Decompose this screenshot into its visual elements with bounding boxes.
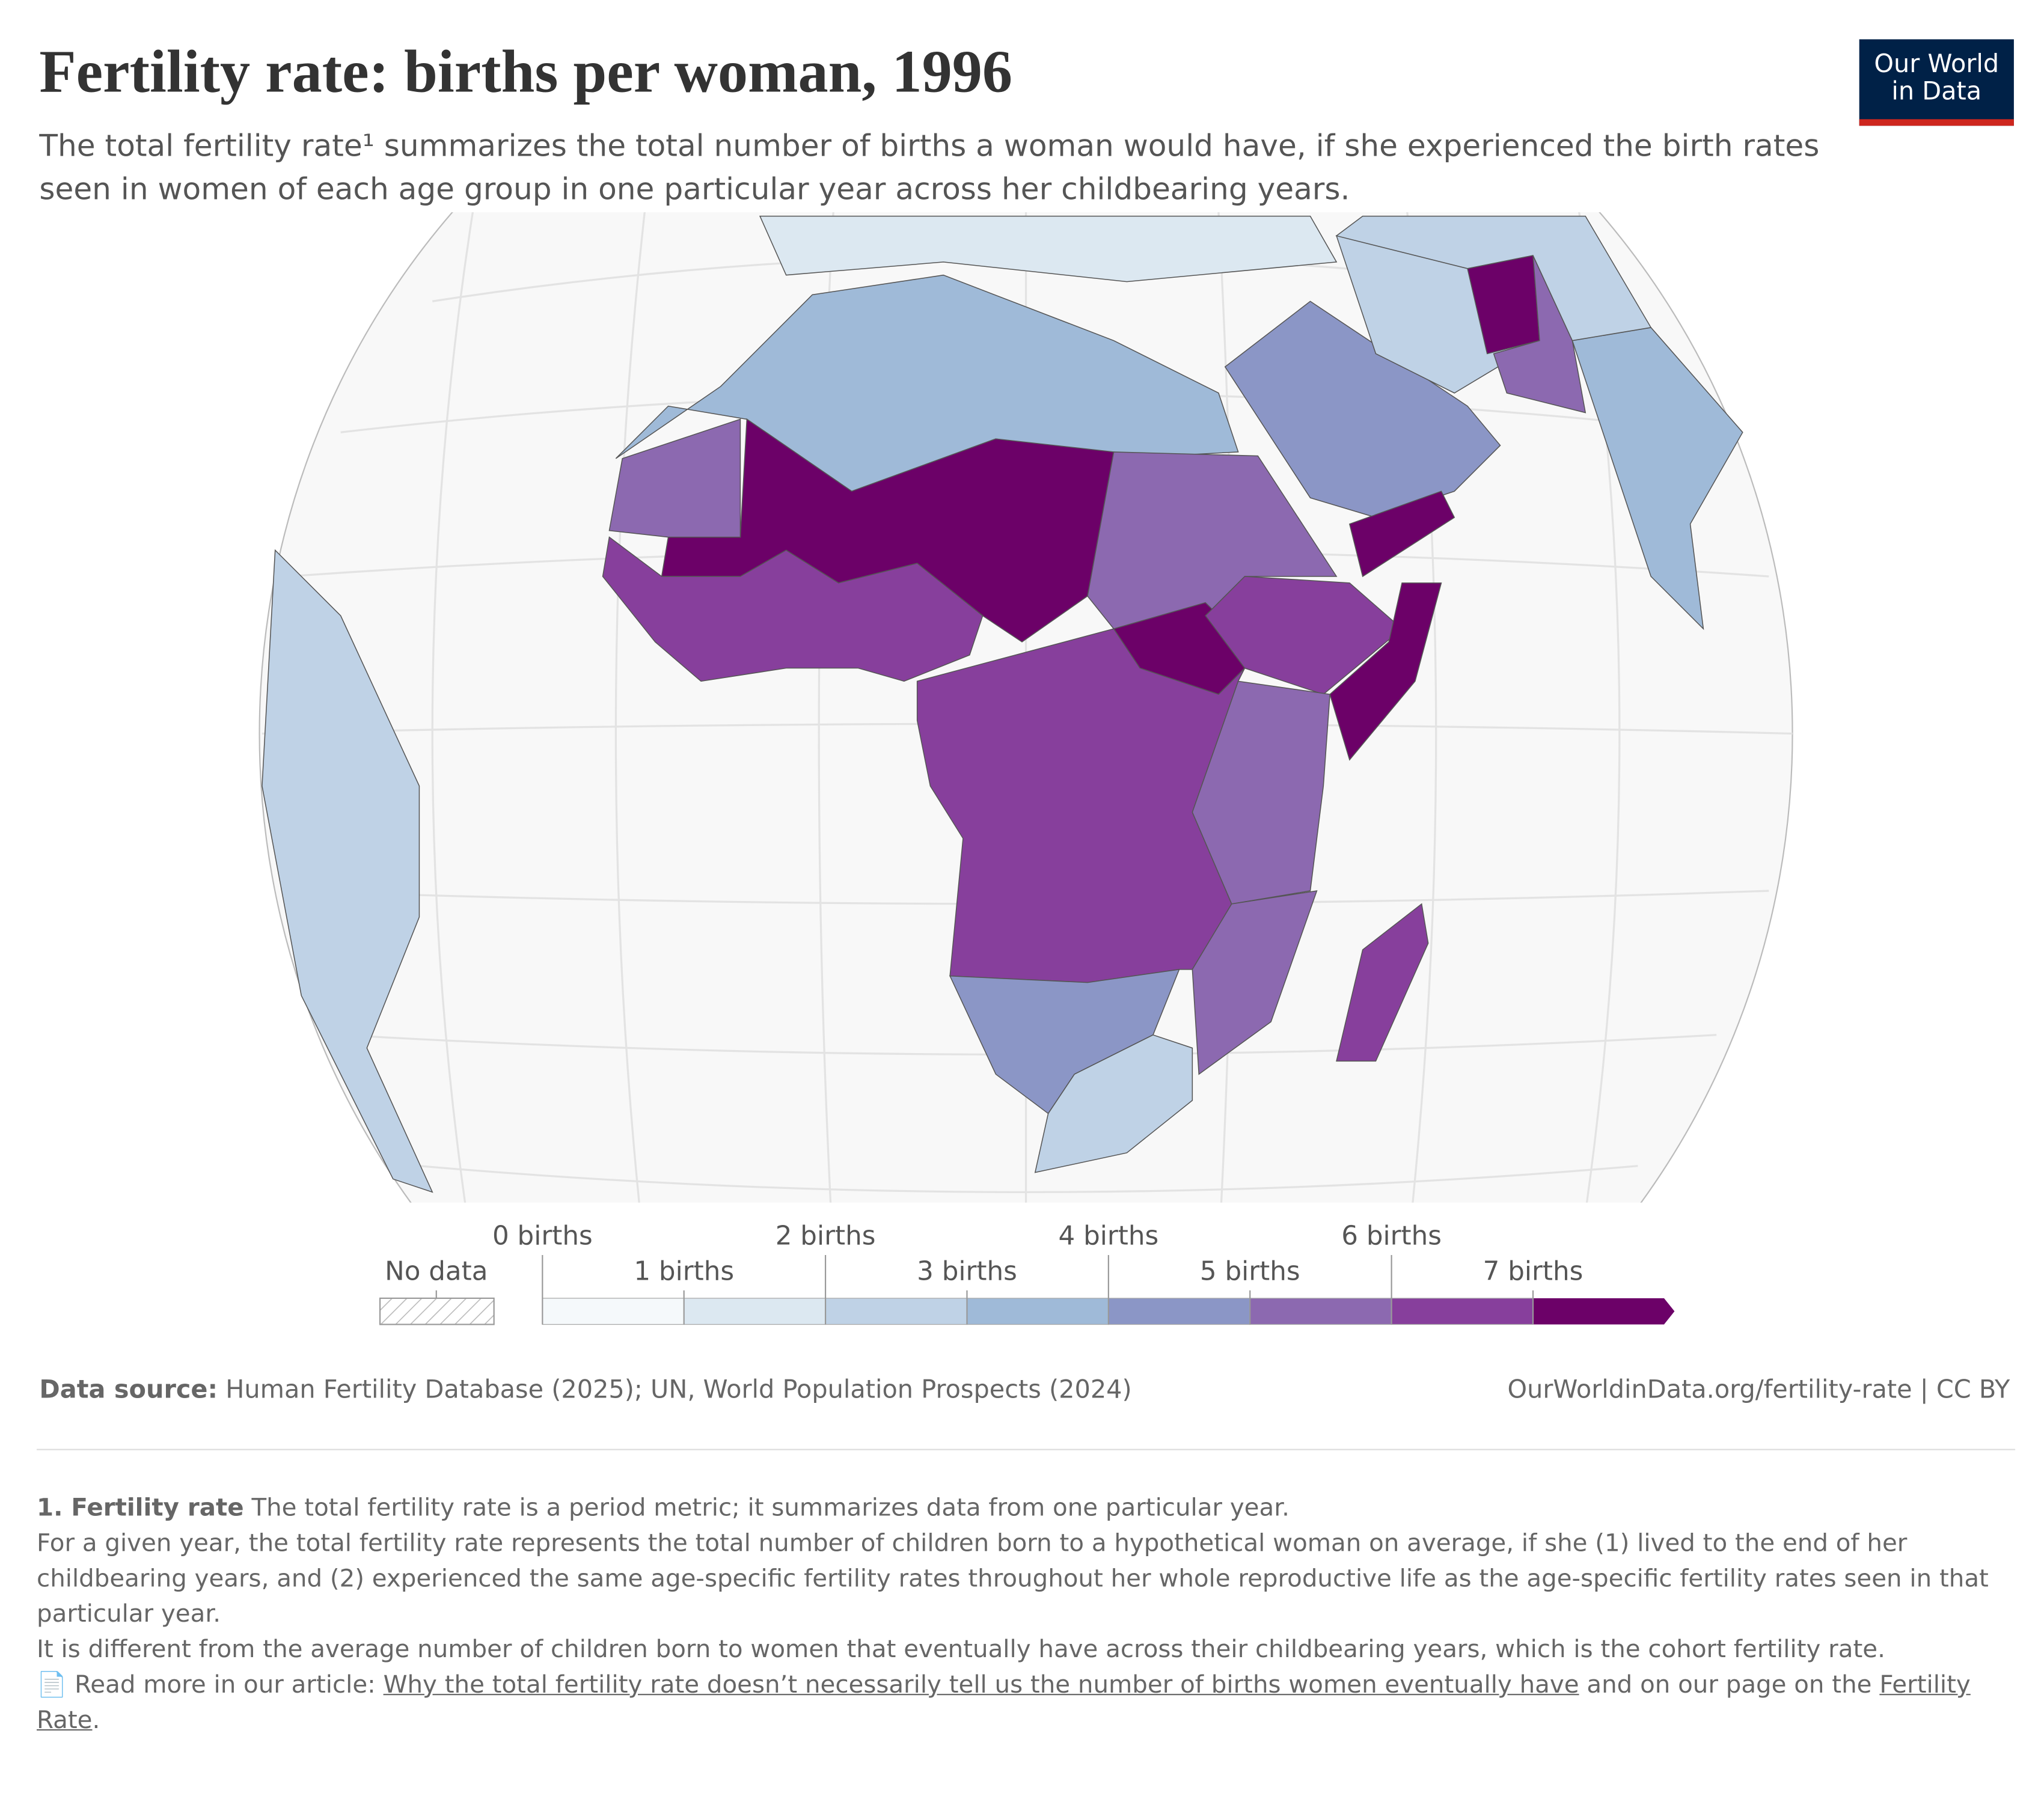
read-more-middle: and on our page on the: [1587, 1672, 1872, 1699]
no-data-swatch: [379, 1297, 495, 1325]
legend-swatch: [825, 1298, 968, 1325]
country-region: [608, 418, 741, 538]
legend-swatch: [1533, 1298, 1675, 1325]
country-region: [262, 549, 433, 1193]
source: Data source: Human Fertility Database (2…: [39, 1375, 1131, 1404]
legend-tick-label: 6 births: [1341, 1221, 1442, 1251]
logo-line: Our World: [1874, 49, 2000, 79]
read-more-prefix: Read more in our article:: [75, 1672, 376, 1699]
chart-subtitle: The total fertility rate¹ summarizes the…: [39, 129, 1820, 207]
country-region: [1348, 490, 1455, 578]
country-region: [602, 536, 984, 682]
legend-tick-label: 4 births: [1059, 1221, 1159, 1251]
country-region: [1034, 1034, 1193, 1173]
country-region: [1192, 680, 1331, 905]
map: No data 0 births 1 births 2 births 3 births…: [259, 212, 1793, 1325]
legend-tick-label: 0 births: [492, 1221, 593, 1251]
legend: No data 0 births 1 births 2 births 3 births…: [379, 1221, 1675, 1325]
source-url[interactable]: OurWorldinData.org/fertility-rate | CC B…: [1507, 1375, 2010, 1405]
divider: [37, 1449, 2016, 1450]
country-region: [1335, 215, 1652, 341]
footnote-lead-para: 1. Fertility rate The total fertility ra…: [37, 1491, 2015, 1526]
country-region: [1571, 327, 1743, 631]
legend-tick-label: 2 births: [776, 1221, 876, 1251]
read-more-end: .: [92, 1706, 100, 1735]
footnote-lead: The total fertility rate is a period met…: [251, 1494, 1290, 1522]
country-region: [1329, 582, 1442, 761]
source-label: Data source:: [39, 1375, 218, 1405]
no-data-label: No data: [385, 1256, 488, 1286]
country-region: [1336, 903, 1429, 1062]
legend-tick-label: 5 births: [1200, 1256, 1300, 1286]
article-link[interactable]: Why the total fertility rate doesn’t nec…: [383, 1672, 1579, 1699]
legend-swatch: [542, 1298, 685, 1325]
footnote: 1. Fertility rate The total fertility ra…: [37, 1491, 2015, 1738]
footnote-heading: 1. Fertility rate: [37, 1494, 244, 1522]
legend-swatch: [1391, 1298, 1534, 1325]
legend-tick-label: 1 births: [634, 1256, 734, 1286]
footnote-paragraph: It is different from the average number …: [37, 1636, 1885, 1664]
chart-title: Fertility rate: births per woman, 1996: [39, 38, 1013, 105]
legend-tick-label: 3 births: [917, 1256, 1017, 1286]
legend-swatch: [1108, 1298, 1250, 1325]
legend-tick-label: 7 births: [1483, 1256, 1583, 1286]
logo-line: in Data: [1891, 77, 1982, 106]
source-text: Human Fertility Database (2025); UN, Wor…: [225, 1375, 1132, 1405]
page-link[interactable]: Fertility Rate: [37, 1672, 1971, 1735]
footnote-paragraph: For a given year, the total fertility ra…: [37, 1530, 1989, 1629]
country-region: [759, 215, 1338, 283]
legend-swatch: [966, 1298, 1109, 1325]
legend-swatch: [1249, 1298, 1392, 1325]
logo[interactable]: Our World in Data: [1859, 39, 2014, 126]
country-region: [1192, 890, 1318, 1075]
legend-swatch: [684, 1298, 826, 1325]
country-region: [1224, 301, 1501, 518]
read-more: 📄 Read more in our article: Why the tota…: [37, 1668, 2015, 1739]
globe: [259, 212, 1793, 1203]
icon: 📄: [37, 1672, 67, 1699]
